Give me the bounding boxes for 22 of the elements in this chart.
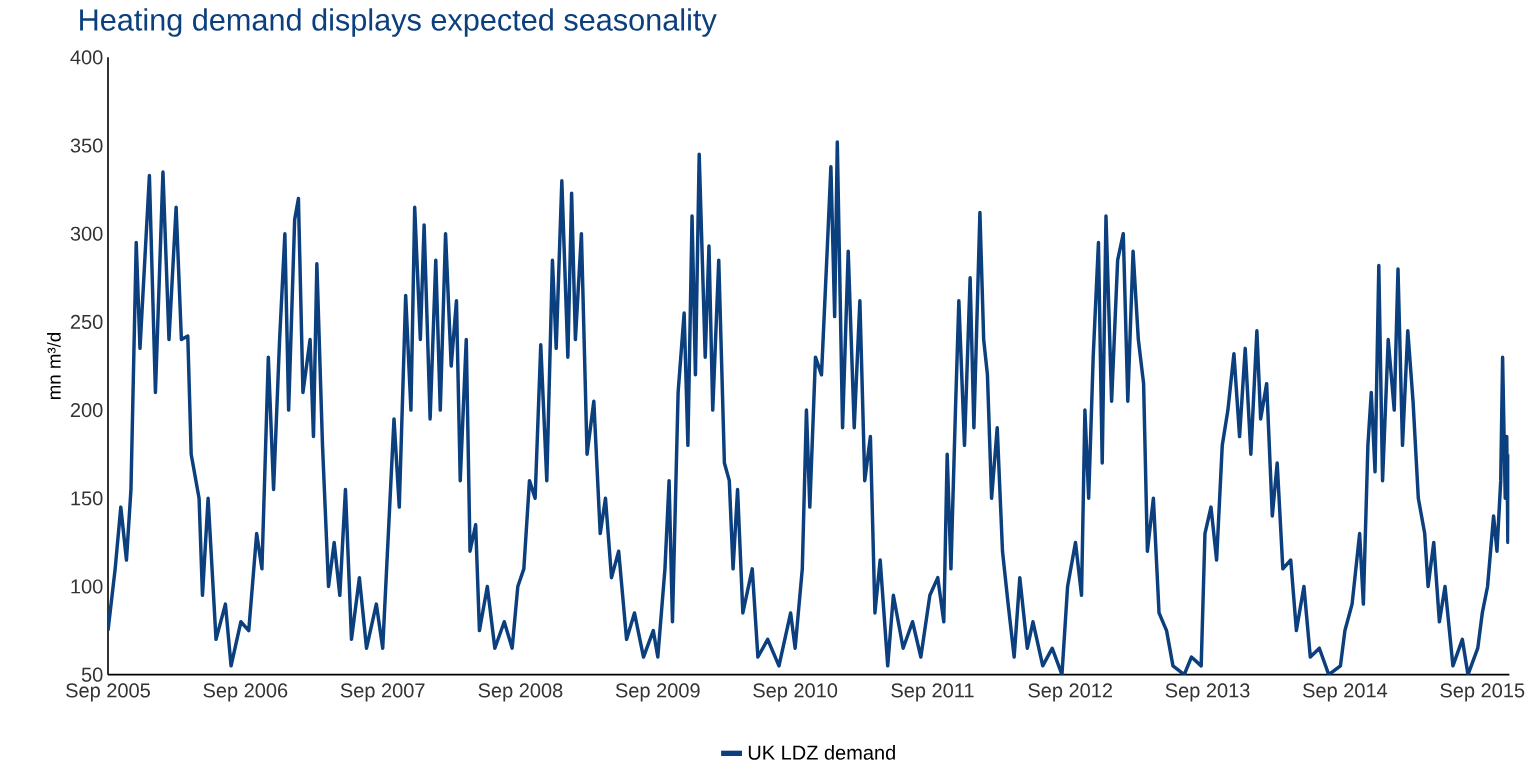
y-tick-label: 200 [70,403,103,418]
legend-label: UK LDZ demand [748,745,895,760]
y-tick-label: 100 [71,579,103,594]
y-tick-label: 350 [70,138,103,153]
y-tick-label: 250 [70,314,103,329]
chart-title: Heating demand displays expected seasonality [80,8,717,37]
x-tick-label: Sep 2006 [203,683,288,702]
x-tick-label: Sep 2005 [66,683,150,702]
x-tick-label: Sep 2014 [1303,683,1388,702]
x-tick-label: Sep 2011 [891,683,974,702]
y-tick-label: 50 [81,667,103,682]
x-tick-label: Sep 2007 [340,683,425,702]
y-tick-label: 150 [71,491,103,506]
y-tick-label: 400 [70,50,103,65]
x-tick-label: Sep 2013 [1165,683,1250,702]
x-tick-label: Sep 2010 [753,683,838,702]
x-tick-label: Sep 2009 [615,683,700,702]
y-tick-label: 300 [70,226,103,241]
y-axis-title: mn m³/d [47,332,61,399]
x-tick-label: Sep 2015 [1440,683,1525,702]
x-tick-label: Sep 2008 [478,683,563,702]
x-tick-label: Sep 2012 [1028,683,1113,702]
